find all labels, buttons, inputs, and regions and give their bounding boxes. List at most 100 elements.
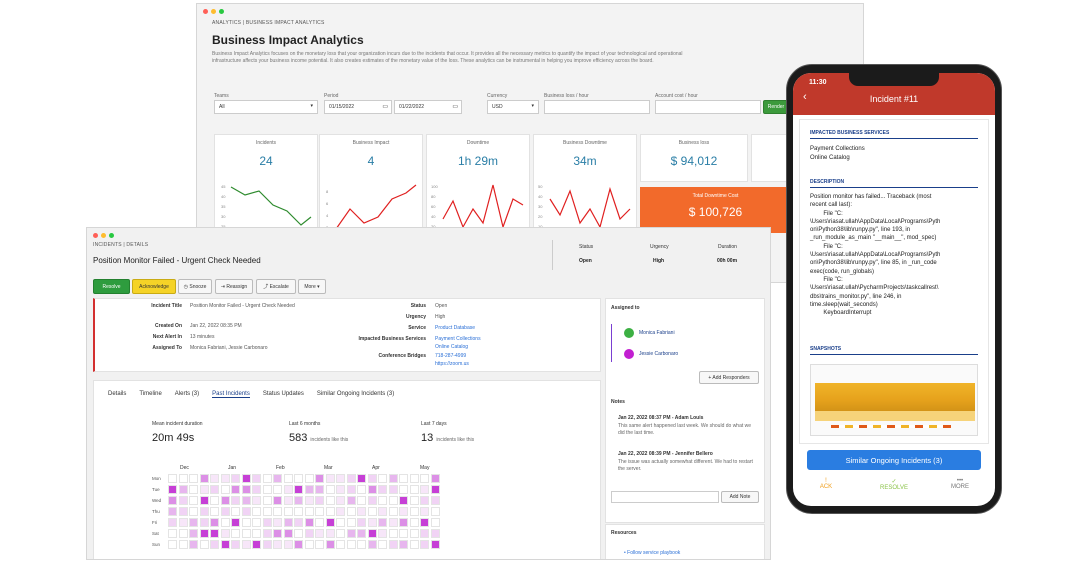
more-button[interactable]: More ▾: [298, 279, 326, 294]
conference-url-link[interactable]: https://zoom.us: [435, 361, 469, 367]
section-divider: [810, 138, 978, 139]
resolve-button[interactable]: Resolve: [93, 279, 130, 294]
heatmap-cell: [409, 496, 419, 505]
business-service-link[interactable]: Payment Collections: [435, 336, 481, 342]
assignee[interactable]: Monica Fabriani: [624, 328, 675, 338]
heatmap-cell: [336, 496, 345, 505]
heatmap-cell: [420, 496, 429, 505]
heatmap-cell: [168, 485, 177, 494]
add-responders-button[interactable]: + Add Responders: [699, 371, 759, 384]
heatmap-cell: [210, 529, 219, 538]
business-loss-input[interactable]: [544, 100, 650, 114]
tab-status-updates[interactable]: Status Updates: [262, 391, 304, 397]
heatmap-cell: [189, 529, 198, 538]
business-service-link[interactable]: Online Catalog: [435, 344, 469, 350]
more-action[interactable]: ••• MORE: [947, 478, 973, 490]
description-line: \Users\riasat.ullah\AppData\Local\Progra…: [810, 218, 941, 225]
impact-line: [335, 184, 417, 230]
heatmap-cell: [430, 485, 440, 494]
heatmap-cell: [199, 507, 209, 516]
six-month-count: 583: [289, 432, 308, 444]
reassign-button[interactable]: ⇥ Reassign: [215, 279, 253, 294]
assignee-name: Jessie Carbonaro: [639, 351, 679, 357]
note-input[interactable]: [611, 491, 719, 503]
incident-window: INCIDENTS | DETAILS Position Monitor Fai…: [86, 227, 771, 560]
resource-link[interactable]: • Follow service playbook: [624, 550, 681, 556]
heatmap-cell: [231, 529, 240, 538]
snooze-button[interactable]: ◷ Snooze: [178, 279, 212, 294]
reassign-icon: ⇥: [220, 283, 227, 290]
heatmap-cell: [304, 496, 314, 505]
heatmap-cell: [430, 474, 440, 483]
heatmap-cell: [399, 529, 408, 538]
similar-incidents-button[interactable]: Similar Ongoing Incidents (3): [807, 450, 981, 470]
note-header: Jan 22, 2022 08:37 PM - Adam Louis: [618, 415, 704, 421]
heatmap-cell: [315, 507, 324, 516]
description-line: \Users\riasat.ullah\AppData\Local\Progra…: [810, 252, 941, 259]
period-from-input[interactable]: 01/15/2022 ▭: [324, 100, 392, 114]
axis-tick: 20: [431, 224, 436, 229]
note-header: Jan 22, 2022 08:39 PM - Jennifer Bellero: [618, 451, 713, 457]
back-arrow-icon[interactable]: ‹: [803, 91, 807, 103]
heatmap-cell: [294, 540, 303, 549]
snapshot-thumbnail[interactable]: [810, 364, 978, 436]
status-label: Status: [579, 244, 594, 250]
heatmap-cell: [210, 540, 219, 549]
weekday-label: Sat: [152, 531, 159, 536]
ack-action[interactable]: ! ACK: [815, 478, 837, 490]
heatmap-cell: [420, 474, 429, 483]
notch: [849, 73, 939, 86]
axis-tick: 100: [431, 184, 438, 189]
heatmap-cell: [420, 529, 429, 538]
axis-tick: 40: [431, 214, 436, 219]
escalate-button[interactable]: ⤴ Escalate: [256, 279, 296, 294]
header-divider: [552, 240, 553, 270]
bottom-bar: ! ACK ✓ RESOLVE ••• MORE: [793, 475, 995, 506]
assignee[interactable]: Jessie Carbonaro: [624, 349, 678, 359]
calendar-icon: ▭: [452, 104, 458, 110]
heatmap-cell: [346, 474, 356, 483]
business-downtime-line: [549, 186, 631, 229]
heatmap-cell: [262, 474, 272, 483]
axis-tick: 20: [538, 214, 543, 219]
axis-tick: 6: [326, 201, 329, 206]
service-link[interactable]: Product Database: [435, 325, 476, 331]
note: Jan 22, 2022 08:39 PM - Jennifer Bellero…: [618, 451, 758, 473]
tab-similar-incidents[interactable]: Similar Ongoing Incidents (3): [316, 391, 395, 397]
heatmap-cell: [388, 496, 398, 505]
description-line: recent call last):: [810, 202, 853, 209]
axis-tick: 50: [538, 184, 543, 189]
heatmap-cell: [241, 485, 251, 494]
heatmap-cell: [399, 540, 408, 549]
heatmap-cell: [262, 496, 272, 505]
heatmap-cell: [210, 485, 219, 494]
add-note-button[interactable]: Add Note: [721, 491, 759, 503]
tab-details[interactable]: Details: [108, 391, 127, 397]
heatmap-cell: [220, 496, 230, 505]
account-cost-input[interactable]: [655, 100, 761, 114]
heatmap-cell: [283, 529, 293, 538]
description-line: \Users\riasat.ullah\PycharmProjects\task…: [810, 285, 939, 292]
heatmap-cell: [262, 540, 272, 549]
section-divider: [810, 187, 978, 188]
phone-title: Incident #11: [869, 94, 919, 104]
metric-label: Business Downtime: [563, 140, 607, 146]
heatmap-cell: [378, 529, 387, 538]
resolve-action[interactable]: ✓ RESOLVE: [879, 478, 909, 491]
weekday-label: Tue: [152, 487, 160, 492]
period-to-input[interactable]: 01/22/2022 ▭: [394, 100, 462, 114]
conference-phone-link[interactable]: 718-287-4999: [435, 353, 467, 359]
currency-select[interactable]: USD ▾: [487, 100, 539, 114]
tab-timeline[interactable]: Timeline: [139, 391, 162, 397]
heatmap-cell: [346, 485, 356, 494]
heatmap-cell: [199, 485, 209, 494]
metric-card-business-downtime: Business Downtime 34m 50 40 30 20 10: [533, 134, 637, 234]
heatmap-cell: [378, 540, 387, 549]
tab-past-incidents[interactable]: Past Incidents: [212, 391, 250, 398]
teams-select[interactable]: All ▾: [214, 100, 318, 114]
stat-label: Mean incident duration: [152, 421, 203, 427]
description-line: time.sleep(wait_seconds): [810, 301, 878, 308]
heatmap-cell: [283, 496, 293, 505]
acknowledge-button[interactable]: Acknowledge: [132, 279, 176, 294]
tab-alerts[interactable]: Alerts (3): [174, 391, 200, 397]
